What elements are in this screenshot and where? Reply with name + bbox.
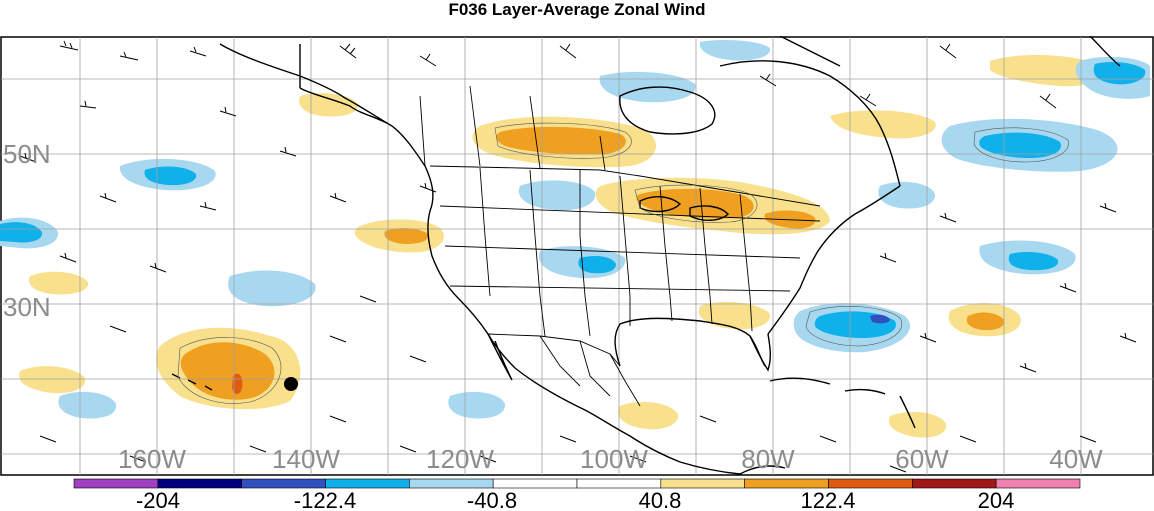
- lon-label: 80W: [741, 444, 795, 474]
- positive-area-strong: [384, 228, 429, 244]
- lon-label: 140W: [272, 444, 340, 474]
- wind-barbs: [19, 40, 1137, 473]
- positive-area: [830, 110, 936, 139]
- negative-area: [878, 181, 936, 209]
- graticule: [1, 37, 1153, 475]
- positive-area: [888, 411, 947, 438]
- station-dot: [284, 377, 298, 391]
- colorbar-swatch: [325, 478, 410, 489]
- longitude-labels: 160W 140W 120W 100W 80W 60W 40W: [118, 444, 1103, 474]
- lat-label: 30N: [3, 292, 51, 322]
- colorbar-swatch: [73, 478, 159, 489]
- negative-area: [58, 391, 117, 419]
- positive-area-strong: [966, 312, 1005, 331]
- negative-area: [448, 391, 506, 419]
- colorbar-swatch: [157, 478, 242, 489]
- colorbar-swatch: [409, 478, 494, 489]
- colorbar-labels: -204 -122.4 -40.8 40.8 122.4 204: [136, 488, 1014, 511]
- colorbar-swatch: [912, 478, 997, 489]
- positive-area-strong: [180, 342, 275, 400]
- zonal-wind-map: 160W 140W 120W 100W 80W 60W 40W 50N 30N: [0, 36, 1154, 476]
- colorbar-swatch: [241, 478, 326, 489]
- lon-label: 40W: [1049, 444, 1103, 474]
- colorbar-label: -40.8: [467, 488, 517, 511]
- colorbar-label: 204: [978, 488, 1015, 511]
- chart-title: F036 Layer-Average Zonal Wind: [448, 0, 706, 19]
- colorbar-swatch: [660, 478, 745, 489]
- colorbar-swatch: [828, 478, 913, 489]
- positive-area: [19, 366, 86, 394]
- colorbar-label: 122.4: [800, 488, 855, 511]
- colorbar-swatch: [744, 478, 829, 489]
- negative-area: [699, 40, 771, 61]
- positive-area: [698, 301, 771, 330]
- colorbar-label: -122.4: [294, 488, 356, 511]
- negative-area: [228, 270, 316, 307]
- contour-lines: [177, 122, 1069, 404]
- negative-area-extreme: [870, 314, 890, 324]
- positive-area-extreme: [232, 373, 243, 394]
- wind-shading: [0, 40, 1150, 438]
- negative-area: [518, 180, 596, 211]
- negative-area-strong: [979, 132, 1061, 158]
- negative-area-strong: [0, 222, 43, 243]
- colorbar-swatches: [73, 478, 1081, 489]
- political-borders: [419, 85, 821, 407]
- positive-area: [29, 271, 89, 295]
- negative-area-strong: [578, 256, 616, 274]
- negative-area-strong: [1008, 252, 1059, 271]
- colorbar-swatch: [995, 478, 1081, 489]
- colorbar-label: 40.8: [639, 488, 682, 511]
- colorbar: -204 -122.4 -40.8 40.8 122.4 204: [73, 478, 1081, 511]
- latitude-labels: 50N 30N: [3, 139, 51, 322]
- lat-label: 50N: [3, 139, 51, 169]
- positive-area: [990, 54, 1103, 87]
- positive-area-strong: [496, 126, 626, 155]
- lon-label: 160W: [118, 444, 186, 474]
- colorbar-swatch: [492, 478, 578, 489]
- coastlines: [171, 36, 1121, 475]
- lon-label: 60W: [895, 444, 949, 474]
- lon-label: 100W: [580, 444, 648, 474]
- positive-area: [618, 401, 679, 430]
- positive-area: [299, 93, 359, 117]
- lon-label: 120W: [426, 444, 494, 474]
- colorbar-swatch: [576, 478, 662, 489]
- colorbar-label: -204: [136, 488, 180, 511]
